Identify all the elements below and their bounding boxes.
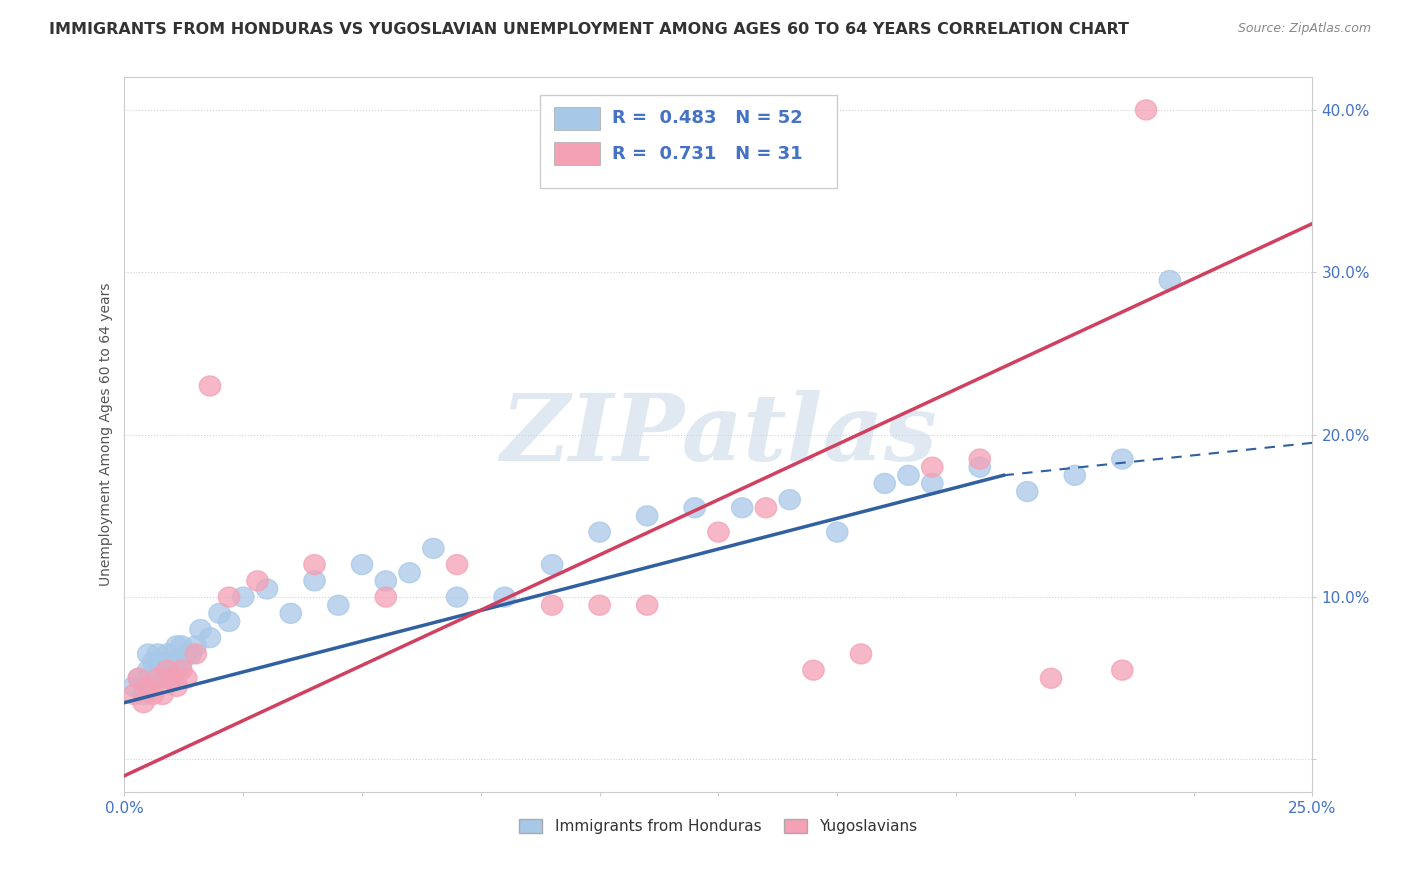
Ellipse shape xyxy=(494,587,515,607)
Ellipse shape xyxy=(142,652,163,672)
Ellipse shape xyxy=(209,603,231,624)
Ellipse shape xyxy=(162,668,183,689)
Ellipse shape xyxy=(180,644,201,664)
FancyBboxPatch shape xyxy=(554,107,599,129)
Ellipse shape xyxy=(162,668,183,689)
FancyBboxPatch shape xyxy=(554,143,599,165)
Ellipse shape xyxy=(148,660,169,681)
Ellipse shape xyxy=(304,571,325,591)
Ellipse shape xyxy=(803,660,824,681)
Ellipse shape xyxy=(328,595,349,615)
Ellipse shape xyxy=(731,498,752,517)
Ellipse shape xyxy=(124,676,145,697)
Ellipse shape xyxy=(132,684,155,705)
Ellipse shape xyxy=(138,644,159,664)
Ellipse shape xyxy=(779,490,800,509)
Ellipse shape xyxy=(128,668,149,689)
Ellipse shape xyxy=(755,498,776,517)
Ellipse shape xyxy=(200,376,221,396)
Ellipse shape xyxy=(898,466,920,485)
Ellipse shape xyxy=(851,644,872,664)
Text: R =  0.731   N = 31: R = 0.731 N = 31 xyxy=(612,145,803,163)
Ellipse shape xyxy=(138,676,159,697)
Ellipse shape xyxy=(375,587,396,607)
Ellipse shape xyxy=(423,539,444,558)
Ellipse shape xyxy=(218,611,239,632)
Text: ZIPatlas: ZIPatlas xyxy=(501,390,936,480)
Ellipse shape xyxy=(176,644,197,664)
Ellipse shape xyxy=(190,620,211,640)
Ellipse shape xyxy=(186,636,207,656)
Text: R =  0.483   N = 52: R = 0.483 N = 52 xyxy=(612,109,803,128)
Ellipse shape xyxy=(166,636,187,656)
Ellipse shape xyxy=(707,522,730,542)
Ellipse shape xyxy=(827,522,848,542)
Ellipse shape xyxy=(1136,100,1157,120)
Ellipse shape xyxy=(921,458,943,477)
Ellipse shape xyxy=(969,458,990,477)
Ellipse shape xyxy=(446,587,468,607)
Ellipse shape xyxy=(256,579,278,599)
Ellipse shape xyxy=(176,668,197,689)
Ellipse shape xyxy=(162,652,183,672)
Ellipse shape xyxy=(170,636,193,656)
Ellipse shape xyxy=(148,644,169,664)
Ellipse shape xyxy=(446,555,468,574)
Ellipse shape xyxy=(142,684,163,705)
Ellipse shape xyxy=(352,555,373,574)
Text: IMMIGRANTS FROM HONDURAS VS YUGOSLAVIAN UNEMPLOYMENT AMONG AGES 60 TO 64 YEARS C: IMMIGRANTS FROM HONDURAS VS YUGOSLAVIAN … xyxy=(49,22,1129,37)
Ellipse shape xyxy=(200,628,221,648)
Ellipse shape xyxy=(683,498,706,517)
Ellipse shape xyxy=(921,474,943,493)
Legend: Immigrants from Honduras, Yugoslavians: Immigrants from Honduras, Yugoslavians xyxy=(519,819,917,834)
Ellipse shape xyxy=(156,660,179,681)
Ellipse shape xyxy=(969,449,990,469)
Text: Source: ZipAtlas.com: Source: ZipAtlas.com xyxy=(1237,22,1371,36)
Ellipse shape xyxy=(1040,668,1062,689)
Ellipse shape xyxy=(156,660,179,681)
Ellipse shape xyxy=(375,571,396,591)
Ellipse shape xyxy=(166,676,187,697)
Ellipse shape xyxy=(156,644,179,664)
Ellipse shape xyxy=(1112,449,1133,469)
Ellipse shape xyxy=(589,595,610,615)
FancyBboxPatch shape xyxy=(540,95,837,188)
Ellipse shape xyxy=(247,571,269,591)
Ellipse shape xyxy=(124,684,145,705)
Ellipse shape xyxy=(166,660,187,681)
Ellipse shape xyxy=(138,660,159,681)
Ellipse shape xyxy=(1112,660,1133,681)
Ellipse shape xyxy=(142,668,163,689)
Ellipse shape xyxy=(1064,466,1085,485)
Ellipse shape xyxy=(280,603,301,624)
Ellipse shape xyxy=(232,587,254,607)
Ellipse shape xyxy=(1017,482,1038,501)
Ellipse shape xyxy=(218,587,239,607)
Ellipse shape xyxy=(128,668,149,689)
Ellipse shape xyxy=(589,522,610,542)
Ellipse shape xyxy=(875,474,896,493)
Y-axis label: Unemployment Among Ages 60 to 64 years: Unemployment Among Ages 60 to 64 years xyxy=(100,283,114,586)
Ellipse shape xyxy=(541,595,562,615)
Ellipse shape xyxy=(170,652,193,672)
Ellipse shape xyxy=(152,668,173,689)
Ellipse shape xyxy=(152,652,173,672)
Ellipse shape xyxy=(637,506,658,526)
Ellipse shape xyxy=(132,693,155,713)
Ellipse shape xyxy=(399,563,420,582)
Ellipse shape xyxy=(148,668,169,689)
Ellipse shape xyxy=(1159,270,1181,291)
Ellipse shape xyxy=(170,660,193,681)
Ellipse shape xyxy=(637,595,658,615)
Ellipse shape xyxy=(186,644,207,664)
Ellipse shape xyxy=(152,684,173,705)
Ellipse shape xyxy=(304,555,325,574)
Ellipse shape xyxy=(541,555,562,574)
